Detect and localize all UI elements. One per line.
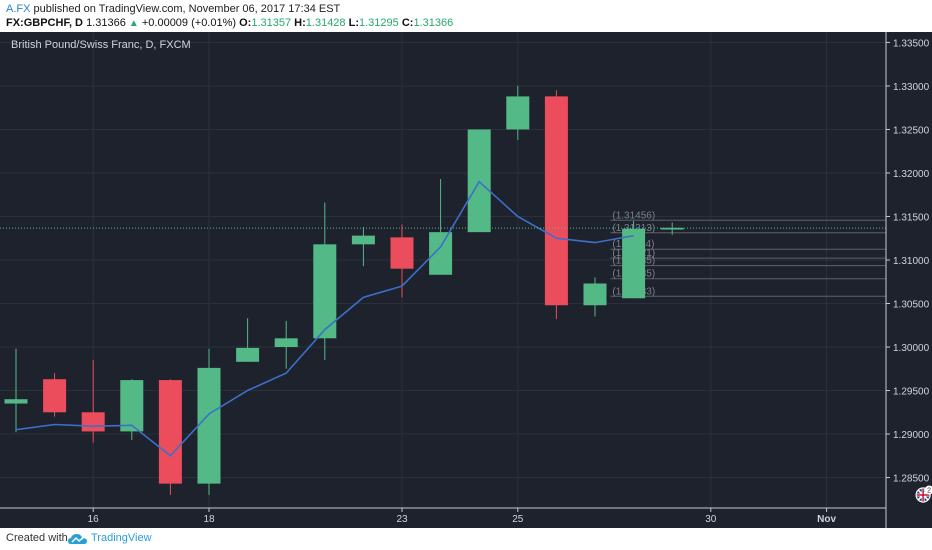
price-change: +0.00009 (+0.01%) [141,17,237,29]
time-axis[interactable]: 1618232530Nov6813 [88,508,932,525]
grid-lines [0,32,886,508]
event-count-label: 2 [927,488,931,495]
price-tick-label: 1.30500 [893,300,930,311]
chart-area[interactable]: (1.31456)(1.31313)(1.31124)(1.31021)(1.3… [0,32,932,528]
candle-up [197,367,221,484]
candle-down [390,237,414,269]
created-with-text: Created with [6,532,68,544]
candle-down [43,379,67,413]
price-tick-label: 1.28500 [893,474,930,485]
symbol-line: FX:GBPCHF, D 1.31366 ▲ +0.00009 (+0.01%)… [6,17,453,29]
candle-down [544,96,568,306]
open-label: O: [239,17,252,29]
candle-up [120,380,144,432]
price-chart[interactable]: (1.31456)(1.31313)(1.31124)(1.31021)(1.3… [0,32,932,528]
last-price: 1.31366 [86,17,126,29]
price-tick-label: 1.29000 [893,430,930,441]
candle-up [274,338,298,348]
price-tick-label: 1.29500 [893,387,930,398]
time-tick-label: 25 [512,514,524,525]
candle-up [622,228,646,299]
price-tick-label: 1.31500 [893,212,930,223]
low-label: L: [348,17,359,29]
candle-up [313,244,337,339]
footer: Created with TradingView [0,528,932,550]
symbol-name: FX:GBPCHF, D [6,17,83,29]
moving-average-line [15,180,634,457]
economic-events: 22 [915,485,932,503]
price-tick-label: 1.33000 [893,82,930,93]
candle-down [158,380,182,484]
time-tick-label: 16 [88,514,100,525]
candle-up [351,235,375,245]
price-tick-label: 1.30000 [893,343,930,354]
candle-up [660,227,684,230]
time-tick-label: 30 [705,514,717,525]
close-label: C: [401,17,414,29]
chart-header: A.FX published on TradingView.com, Novem… [0,0,932,32]
high-label: H: [294,17,306,29]
price-tick-label: 1.31000 [893,256,930,267]
time-tick-label: Nov [817,514,836,525]
fibonacci-levels: (1.31456)(1.31313)(1.31124)(1.31021)(1.3… [610,210,886,297]
close-value: 1.31366 [413,17,454,29]
price-tick-label: 1.32500 [893,125,930,136]
candle-down [81,412,105,432]
candle-up [429,232,453,275]
price-axis[interactable]: 1.28500 1.29000 1.29500 1.30000 1.30500 1.310… [886,38,930,485]
high-value: 1.31428 [305,17,346,29]
candles [4,85,684,495]
up-arrow-icon: ▲ [128,18,139,29]
candle-up [236,347,260,362]
tradingview-brand[interactable]: TradingView [91,532,152,544]
price-tick-label: 1.33500 [893,38,930,49]
time-tick-label: 18 [203,514,215,525]
publication-line: A.FX published on TradingView.com, Novem… [6,3,340,15]
tradingview-cloud-icon [68,534,87,544]
event-count-badge [924,485,932,495]
candle-up [4,399,28,404]
uk-flag-icon[interactable]: 2 [915,485,932,503]
chart-title: British Pound/Swiss Franc, D, FXCM [11,39,191,51]
time-tick-label: 23 [396,514,408,525]
candle-up [583,283,607,306]
published-text: published on TradingView.com, November 0… [33,3,341,15]
open-value: 1.31357 [251,17,292,29]
candle-up [506,96,530,130]
author-link[interactable]: A.FX [6,3,31,15]
fib-level-label: (1.31456) [612,210,655,221]
low-value: 1.31295 [359,17,399,29]
price-tick-label: 1.32000 [893,169,930,180]
